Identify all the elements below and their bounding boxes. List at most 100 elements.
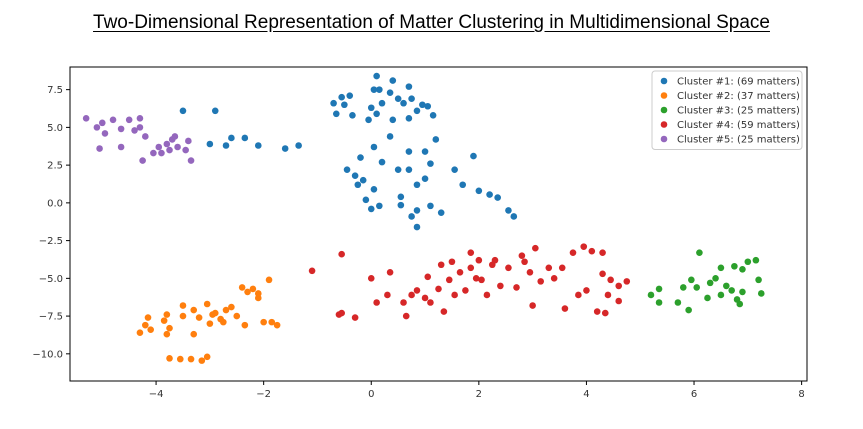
- data-point: [136, 115, 144, 122]
- data-point: [389, 77, 397, 84]
- data-point: [195, 314, 203, 321]
- data-point: [394, 166, 402, 173]
- data-point: [467, 264, 475, 272]
- data-point: [222, 306, 230, 314]
- data-point: [139, 157, 146, 164]
- data-point: [569, 249, 577, 256]
- data-point: [421, 175, 429, 183]
- data-point: [413, 223, 421, 231]
- data-point: [601, 309, 609, 317]
- data-point: [744, 258, 752, 266]
- data-point: [550, 275, 558, 282]
- y-tick-label: 0.0: [47, 198, 63, 209]
- data-point: [575, 291, 582, 299]
- data-point: [265, 276, 273, 284]
- data-point: [607, 276, 614, 284]
- data-point: [142, 321, 149, 329]
- legend-marker: [660, 77, 668, 85]
- data-point: [93, 124, 101, 131]
- data-point: [179, 107, 187, 115]
- data-point: [432, 136, 440, 143]
- data-point: [437, 209, 445, 216]
- data-point: [615, 282, 623, 290]
- data-point: [386, 89, 394, 96]
- data-point: [712, 275, 719, 282]
- data-point: [400, 99, 407, 107]
- data-point: [211, 309, 219, 317]
- data-point: [561, 305, 569, 312]
- data-point: [717, 264, 725, 272]
- data-point: [373, 72, 380, 80]
- data-point: [491, 256, 499, 264]
- data-points: [82, 72, 765, 364]
- data-point: [599, 270, 606, 278]
- data-point: [187, 157, 195, 164]
- data-point: [160, 317, 168, 324]
- data-point: [203, 300, 211, 308]
- data-point: [144, 314, 152, 321]
- data-point: [419, 101, 426, 109]
- data-point: [330, 99, 337, 107]
- x-tick-label: 0: [368, 389, 374, 400]
- data-point: [185, 137, 192, 145]
- data-point: [655, 285, 663, 293]
- data-point: [101, 130, 109, 137]
- data-point: [357, 154, 364, 161]
- data-point: [241, 134, 249, 142]
- data-point: [155, 143, 163, 151]
- data-point: [394, 95, 402, 103]
- data-point: [370, 86, 378, 93]
- data-point: [483, 291, 491, 299]
- data-point: [752, 256, 760, 264]
- data-point: [424, 273, 432, 281]
- data-point: [706, 279, 714, 287]
- data-point: [373, 299, 380, 306]
- plot-frame: [69, 66, 808, 382]
- data-point: [273, 321, 281, 329]
- data-point: [206, 140, 214, 148]
- data-point: [529, 302, 536, 309]
- data-point: [171, 133, 179, 140]
- data-point: [241, 321, 249, 329]
- x-tick-label: 4: [583, 389, 589, 400]
- y-tick-label: −7.5: [39, 312, 63, 323]
- data-point: [244, 288, 251, 296]
- data-point: [405, 148, 413, 155]
- data-point: [427, 202, 434, 210]
- data-point: [268, 318, 276, 326]
- data-point: [158, 149, 165, 157]
- data-point: [190, 330, 198, 338]
- data-point: [131, 127, 138, 134]
- data-point: [405, 115, 413, 122]
- chart-title: Two-Dimensional Representation of Matter…: [93, 12, 770, 33]
- data-point: [685, 306, 692, 314]
- data-point: [182, 146, 189, 154]
- data-point: [558, 264, 566, 272]
- data-point: [647, 291, 655, 299]
- data-point: [125, 116, 133, 124]
- data-point: [211, 107, 219, 115]
- data-point: [599, 249, 606, 256]
- data-point: [580, 243, 588, 250]
- data-point: [505, 264, 512, 272]
- x-tick-label: 2: [476, 389, 482, 400]
- data-point: [459, 181, 467, 189]
- data-point: [260, 318, 267, 326]
- data-point: [228, 303, 235, 311]
- data-point: [728, 287, 735, 294]
- data-point: [405, 83, 413, 90]
- x-tick-label: 6: [691, 389, 697, 400]
- data-point: [254, 142, 262, 149]
- data-point: [98, 119, 106, 127]
- data-point: [521, 258, 528, 266]
- data-point: [526, 269, 534, 276]
- y-tick-label: −10.0: [32, 349, 63, 360]
- data-point: [532, 244, 539, 252]
- data-point: [338, 93, 345, 101]
- data-point: [623, 278, 631, 285]
- data-point: [397, 201, 405, 209]
- data-point: [187, 355, 195, 363]
- legend-label: Cluster #2: (37 matters): [677, 91, 800, 102]
- data-point: [346, 92, 354, 99]
